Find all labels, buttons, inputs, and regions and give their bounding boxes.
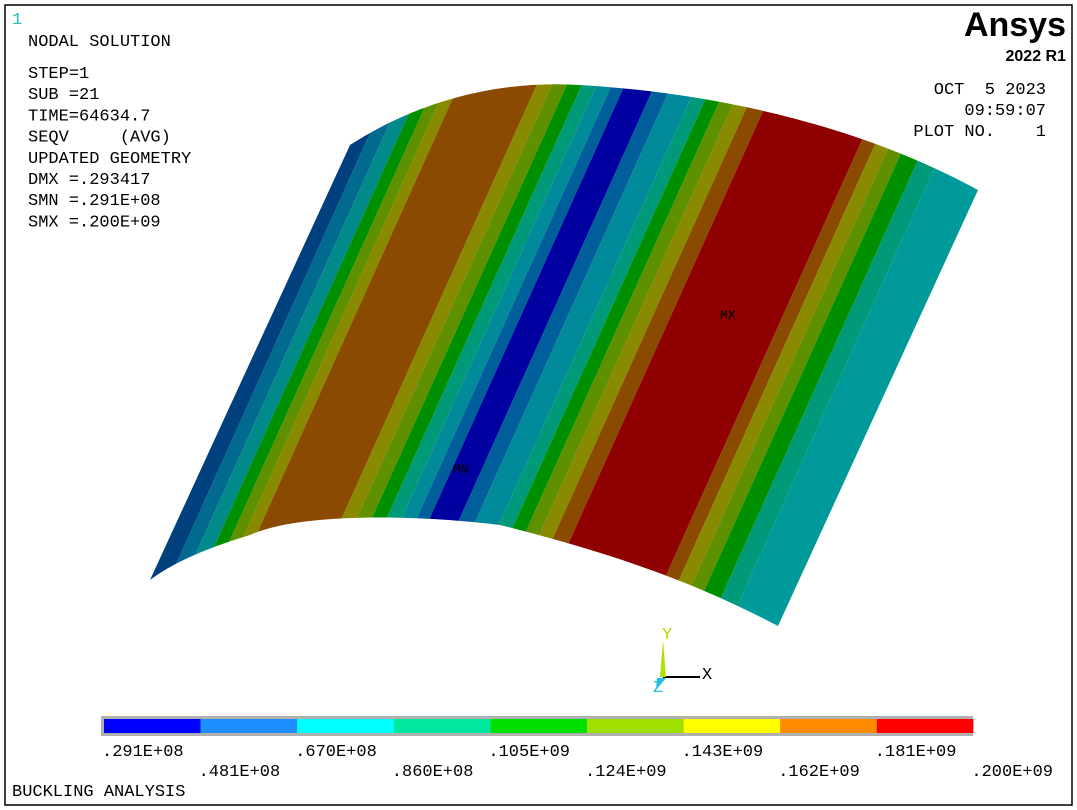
contour-band	[628, 84, 913, 626]
info-line: NODAL SOLUTION	[28, 33, 171, 52]
contour-band	[693, 84, 978, 626]
legend-swatch	[104, 719, 201, 733]
contour-band	[308, 84, 593, 626]
info-line: SMN =.291E+08	[28, 192, 161, 211]
contour-band	[163, 84, 446, 626]
info-line: DMX =.293417	[28, 171, 150, 190]
legend-swatch	[780, 719, 877, 733]
info-line: SUB =21	[28, 86, 99, 105]
info-line: STEP=1	[28, 65, 89, 84]
legend-swatch	[490, 719, 587, 733]
legend-swatch	[393, 719, 491, 733]
plot-number: PLOT NO. 1	[913, 123, 1046, 142]
legend-swatch	[297, 719, 394, 733]
legend-swatch	[876, 719, 974, 733]
footer: BUCKLING ANALYSIS	[12, 783, 185, 802]
info-line: TIME=64634.7	[28, 107, 150, 126]
legend-swatch	[200, 719, 298, 733]
contour-band	[176, 84, 458, 626]
legend-swatch	[587, 719, 684, 733]
contour-band	[498, 84, 786, 626]
contour-band	[453, 84, 738, 626]
triad-x: X	[702, 666, 712, 685]
legend-label: .481E+08	[199, 763, 281, 782]
legend-label: .162E+09	[778, 763, 860, 782]
contour-band	[200, 84, 548, 626]
max-marker: MX	[720, 308, 736, 323]
contour-band	[483, 84, 768, 626]
triad	[656, 640, 700, 690]
contour-band	[150, 84, 418, 626]
contour-band	[438, 84, 723, 626]
z-axis	[656, 678, 666, 690]
legend-label: .181E+09	[875, 743, 957, 762]
contour-band	[323, 84, 608, 626]
time: 09:59:07	[964, 102, 1046, 121]
contour-band	[293, 84, 578, 626]
legend-label: .291E+08	[102, 743, 184, 762]
date: OCT 5 2023	[934, 81, 1046, 100]
window-number: 1	[12, 11, 22, 30]
contour-band	[338, 84, 623, 626]
info-line: SEQV (AVG)	[28, 129, 171, 148]
triad-y: Y	[662, 626, 672, 645]
logo-name: Ansys	[964, 6, 1066, 44]
logo-version: 2022 R1	[1006, 48, 1067, 65]
triad-z: Z	[653, 679, 663, 698]
legend-label: .200E+09	[971, 763, 1053, 782]
legend-label: .143E+09	[682, 743, 764, 762]
contour-band	[516, 84, 898, 626]
contour-band	[366, 84, 666, 626]
contour-band	[413, 84, 708, 626]
contour-band	[468, 84, 753, 626]
legend-label: .105E+09	[488, 743, 570, 762]
info-line: UPDATED GEOMETRY	[28, 150, 191, 169]
info-line: SMX =.200E+09	[28, 213, 161, 232]
legend-label: .670E+08	[295, 743, 377, 762]
contour-band	[353, 84, 636, 626]
y-axis	[660, 640, 666, 677]
legend: .291E+08 .481E+08 .670E+08 .860E+08 .105E+09…	[102, 719, 1053, 782]
contour-band	[673, 84, 963, 626]
contour-band	[278, 84, 563, 626]
legend-label: .124E+09	[585, 763, 667, 782]
contour-band	[396, 84, 683, 626]
contour-band	[150, 84, 433, 626]
contour-band	[643, 84, 928, 626]
contour-band	[188, 84, 470, 626]
min-marker: MN	[453, 462, 469, 477]
legend-swatch	[683, 719, 781, 733]
contour-band	[658, 84, 943, 626]
legend-label: .860E+08	[392, 763, 474, 782]
